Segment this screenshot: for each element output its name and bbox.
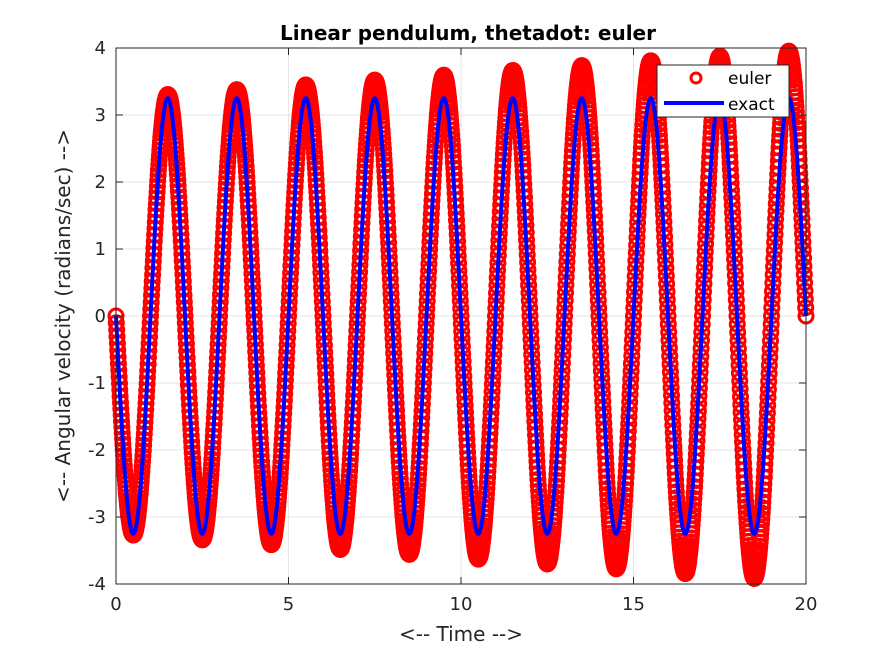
y-tick-label: -1 xyxy=(88,373,106,394)
euler-point xyxy=(753,510,771,528)
y-tick-label: 2 xyxy=(95,172,106,193)
y-axis-label: <-- Angular velocity (radians/sec) --> xyxy=(51,129,75,503)
x-tick-label: 20 xyxy=(795,594,818,615)
plot-area xyxy=(107,42,815,587)
y-tick-label: -3 xyxy=(88,507,106,528)
legend-euler-label: euler xyxy=(728,69,771,89)
euler-point xyxy=(788,114,806,132)
legend-euler-marker xyxy=(689,71,703,85)
euler-point xyxy=(754,499,771,517)
y-tick-label: 1 xyxy=(95,239,106,260)
euler-point xyxy=(737,503,755,521)
x-tick-label: 0 xyxy=(110,594,121,615)
x-tick-label: 10 xyxy=(450,594,473,615)
exact-series xyxy=(114,96,808,536)
x-tick-label: 5 xyxy=(283,594,294,615)
x-axis-label: <-- Time --> xyxy=(399,622,523,646)
exact-line xyxy=(114,96,808,536)
x-tick-label: 15 xyxy=(622,594,645,615)
legend-box xyxy=(656,64,790,118)
y-tick-label: 4 xyxy=(95,38,106,59)
euler-point xyxy=(788,119,806,137)
euler-point xyxy=(771,120,789,138)
euler-point xyxy=(737,498,755,516)
y-tick-label: 0 xyxy=(95,306,106,327)
y-tick-label: -2 xyxy=(88,440,106,461)
y-tick-label: 3 xyxy=(95,105,106,126)
legend: euler exact xyxy=(656,64,790,118)
y-tick-labels: -4 -3 -2 -1 0 1 2 3 4 xyxy=(88,38,106,595)
euler-point xyxy=(753,504,771,522)
tick-marks xyxy=(115,47,807,585)
legend-exact-label: exact xyxy=(728,95,775,115)
y-tick-label: -4 xyxy=(88,574,106,595)
x-tick-labels: 0 5 10 15 20 xyxy=(110,594,817,615)
euler-point xyxy=(788,108,806,126)
chart-title: Linear pendulum, thetadot: euler xyxy=(280,21,656,45)
